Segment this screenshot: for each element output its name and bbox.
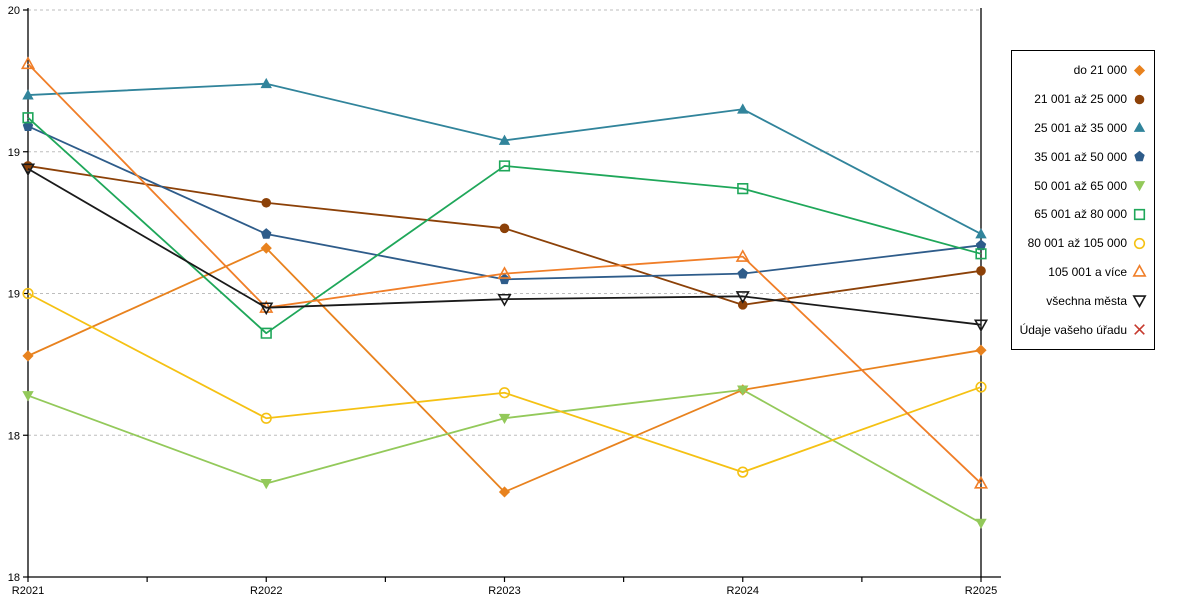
data-point-marker [973, 319, 989, 333]
data-point-marker [497, 293, 512, 307]
data-point-marker [737, 300, 748, 310]
x-legend-icon [1134, 324, 1145, 335]
data-point-marker [499, 223, 510, 234]
data-point-marker [737, 267, 748, 279]
data-point-marker [737, 183, 749, 195]
chart-legend: do 21 000 21 001 až 25 000 25 001 až 35 00… [1011, 50, 1155, 350]
data-point-marker [261, 228, 272, 239]
legend-item: 25 001 až 35 000 [1016, 116, 1147, 140]
data-point-marker [22, 112, 34, 124]
legend-item: 65 001 až 80 000 [1016, 202, 1147, 226]
data-point-marker [260, 412, 272, 424]
data-point-marker [737, 385, 749, 396]
data-point-marker [260, 327, 272, 339]
series-line [27, 63, 982, 485]
data-point-marker [20, 163, 36, 177]
series-line [27, 167, 982, 326]
data-point-marker [260, 479, 272, 490]
data-point-marker [260, 242, 272, 254]
data-point-marker [735, 291, 750, 304]
legend-item: 50 001 až 65 000 [1016, 174, 1147, 198]
series-2 [23, 161, 986, 310]
y-tick-label: 18 [8, 430, 20, 442]
legend-label: 80 001 až 105 000 [1027, 236, 1127, 251]
data-point-marker [737, 103, 749, 114]
data-point-marker [498, 486, 511, 498]
data-point-marker [498, 413, 511, 425]
data-point-marker [261, 197, 272, 208]
series-5 [22, 385, 987, 529]
y-tick-label: 20 [8, 5, 20, 17]
data-point-marker [975, 518, 987, 529]
series-line [27, 125, 982, 281]
data-point-marker [498, 134, 511, 145]
legend-label: všechna města [1046, 293, 1127, 308]
legend-item: Údaje vašeho úřadu [1016, 318, 1147, 342]
triangle-up-legend-icon [1133, 122, 1146, 133]
series-line [27, 388, 982, 524]
square-legend-icon [1133, 208, 1146, 220]
series-9 [20, 163, 989, 333]
series-7 [22, 287, 987, 478]
legend-item: 21 001 až 25 000 [1016, 87, 1147, 111]
data-point-marker [20, 56, 36, 70]
triangle-up-legend-icon [1132, 264, 1147, 278]
triangle-down-legend-icon [1133, 181, 1146, 192]
data-point-marker [975, 248, 987, 260]
x-tick-label: R2024 [727, 585, 759, 597]
x-tick-label: R2025 [965, 585, 997, 597]
legend-label: do 21 000 [1073, 63, 1127, 78]
y-tick-label: 19 [8, 289, 20, 301]
data-point-marker [22, 391, 34, 402]
y-tick-label: 19 [8, 147, 20, 159]
series-line [27, 292, 982, 474]
triangle-down-legend-icon [1132, 295, 1147, 309]
legend-label: 35 001 až 50 000 [1034, 149, 1127, 164]
y-tick-label: 18 [8, 572, 20, 584]
data-point-marker [737, 466, 749, 478]
data-point-marker [497, 266, 512, 279]
series-4 [22, 120, 987, 285]
legend-item: 105 001 a více [1016, 260, 1147, 284]
data-point-marker [22, 287, 34, 300]
legend-item: 80 001 až 105 000 [1016, 231, 1147, 255]
legend-label: 105 001 a více [1048, 264, 1127, 279]
data-point-marker [975, 228, 987, 239]
diamond-legend-icon [1133, 64, 1146, 76]
x-tick-label: R2022 [250, 585, 282, 597]
pentagon-legend-icon [1134, 150, 1145, 162]
legend-label: 21 001 až 25 000 [1034, 92, 1127, 107]
circle-legend-icon [1133, 237, 1146, 249]
data-point-marker [735, 249, 750, 262]
data-point-marker [22, 350, 34, 362]
legend-label: 65 001 až 80 000 [1034, 207, 1127, 222]
legend-label: 50 001 až 65 000 [1034, 178, 1127, 193]
data-point-marker [975, 239, 987, 251]
data-point-marker [498, 387, 511, 399]
series-line [27, 247, 982, 493]
circle-legend-icon [1134, 94, 1145, 104]
legend-label: Údaje vašeho úřadu [1019, 322, 1127, 337]
legend-label: 25 001 až 35 000 [1034, 120, 1127, 135]
data-point-marker [260, 77, 272, 89]
x-tick-label: R2023 [488, 585, 520, 597]
data-point-marker [259, 302, 274, 316]
data-point-marker [975, 381, 987, 393]
x-tick-label: R2021 [12, 585, 44, 597]
data-point-marker [975, 344, 987, 356]
data-point-marker [498, 160, 511, 172]
legend-item: 35 001 až 50 000 [1016, 145, 1147, 169]
data-point-marker [22, 89, 34, 100]
series-3 [22, 77, 987, 239]
legend-item: do 21 000 [1016, 58, 1147, 82]
legend-item: všechna města [1016, 289, 1147, 313]
data-point-marker [23, 161, 33, 171]
data-point-marker [976, 266, 986, 276]
data-point-marker [973, 476, 989, 489]
